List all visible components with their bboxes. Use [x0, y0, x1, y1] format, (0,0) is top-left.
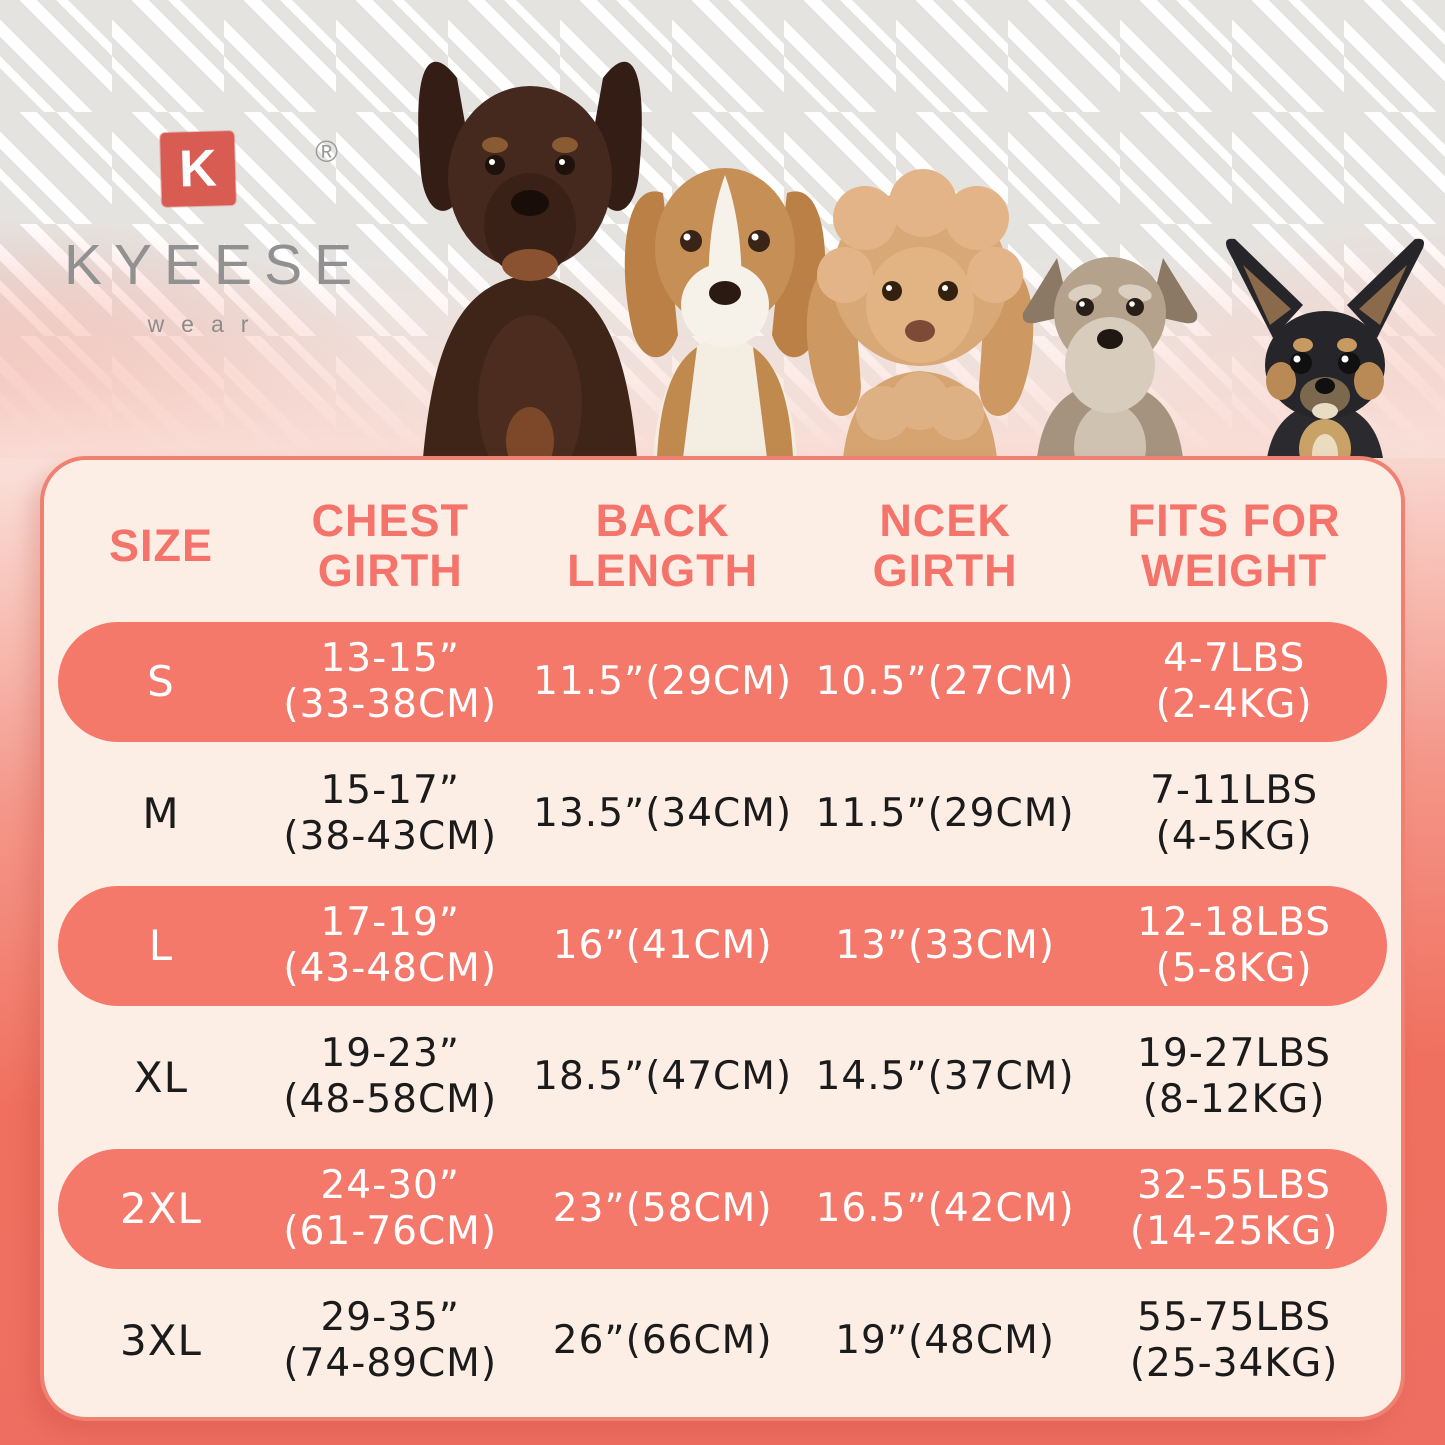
neck-girth-cell: 19”(48CM) [835, 1317, 1055, 1363]
chest-girth-cell: 24-30” (61-76CM) [283, 1163, 498, 1255]
size-row-s: S 13-15” (33-38CM) 11.5”(29CM) 10.5”(27C… [58, 622, 1387, 742]
size-cell: 3XL [120, 1316, 202, 1366]
size-cell: L [148, 920, 174, 970]
brand-subtitle: wear [147, 311, 266, 337]
size-cell: 2XL [120, 1184, 202, 1234]
dog-beagle [624, 168, 826, 458]
chest-girth-cell: 29-35” (74-89CM) [283, 1294, 498, 1386]
dog-poodle [806, 169, 1034, 458]
chest-girth-cell: 15-17” (38-43CM) [283, 767, 498, 859]
size-chart-card: SIZE CHEST GIRTH BACK LENGTH NCEK GIRTH … [40, 456, 1405, 1421]
brand-logo: K ® KYEESE wear [52, 131, 365, 338]
column-header-size: SIZE [108, 519, 213, 571]
size-row-l: L 17-19” (43-48CM) 16”(41CM) 13”(33CM) 1… [58, 885, 1387, 1006]
neck-girth-cell: 14.5”(37CM) [815, 1054, 1075, 1100]
dog-doberman [418, 61, 642, 458]
dogs-photo [418, 61, 1424, 458]
neck-girth-cell: 11.5”(29CM) [815, 790, 1075, 836]
neck-girth-cell: 13”(33CM) [835, 922, 1055, 968]
hero-banner: K ® KYEESE wear [0, 0, 1445, 458]
size-row-3xl: 3XL 29-35” (74-89CM) 26”(66CM) 19”(48CM)… [58, 1281, 1387, 1401]
neck-girth-cell: 16.5”(42CM) [815, 1186, 1075, 1232]
dog-chihuahua [1226, 238, 1424, 458]
size-cell: S [147, 657, 175, 707]
back-length-cell: 13.5”(34CM) [533, 790, 793, 836]
column-header-weight: FITS FOR WEIGHT [1127, 494, 1341, 596]
fits-weight-cell: 4-7LBS (2-4KG) [1155, 635, 1313, 727]
dog-schnauzer [1022, 257, 1198, 458]
chest-girth-cell: 17-19” (43-48CM) [283, 899, 498, 991]
registered-trademark-icon: ® [315, 134, 338, 169]
neck-girth-cell: 10.5”(27CM) [815, 658, 1075, 704]
size-cell: M [142, 789, 180, 839]
back-length-cell: 23”(58CM) [552, 1186, 773, 1232]
brand-logo-letter: K [178, 139, 218, 199]
size-cell: XL [133, 1052, 189, 1102]
brand-logo-mark: K [160, 131, 236, 207]
brand-name: KYEESE [64, 233, 365, 297]
fits-weight-cell: 32-55LBS (14-25KG) [1129, 1163, 1339, 1255]
back-length-cell: 16”(41CM) [552, 922, 773, 968]
column-header-chest: CHEST GIRTH [311, 494, 469, 596]
fits-weight-cell: 12-18LBS (5-8KG) [1137, 899, 1332, 991]
size-row-m: M 15-17” (38-43CM) 13.5”(34CM) 11.5”(29C… [58, 754, 1387, 874]
chest-girth-cell: 13-15” (33-38CM) [283, 635, 498, 727]
size-row-2xl: 2XL 24-30” (61-76CM) 23”(58CM) 16.5”(42C… [58, 1149, 1387, 1270]
fits-weight-cell: 7-11LBS (4-5KG) [1150, 767, 1319, 859]
chest-girth-cell: 19-23” (48-58CM) [283, 1031, 498, 1123]
size-chart-header: SIZE CHEST GIRTH BACK LENGTH NCEK GIRTH … [58, 470, 1387, 622]
back-length-cell: 26”(66CM) [552, 1317, 773, 1363]
column-header-back: BACK LENGTH [567, 494, 759, 596]
size-row-xl: XL 19-23” (48-58CM) 18.5”(47CM) 14.5”(37… [58, 1017, 1387, 1137]
size-chart-body: S 13-15” (33-38CM) 11.5”(29CM) 10.5”(27C… [58, 622, 1387, 1401]
back-length-cell: 18.5”(47CM) [533, 1054, 793, 1100]
fits-weight-cell: 19-27LBS (8-12KG) [1137, 1031, 1332, 1123]
column-header-neck: NCEK GIRTH [872, 494, 1018, 596]
back-length-cell: 11.5”(29CM) [533, 658, 793, 704]
fits-weight-cell: 55-75LBS (25-34KG) [1129, 1294, 1339, 1386]
